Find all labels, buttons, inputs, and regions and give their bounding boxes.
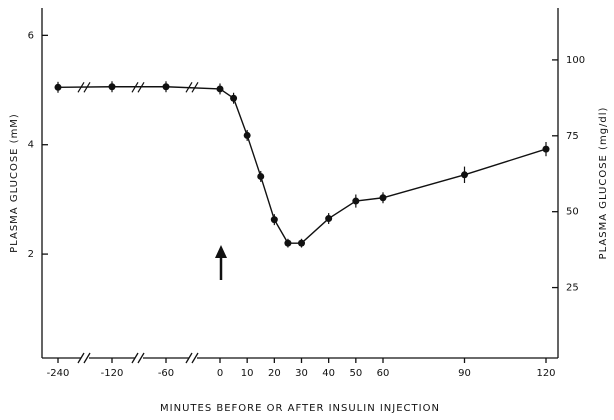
data-point [257,172,265,180]
x-tick-label: 120 [536,368,555,379]
data-point [325,215,333,223]
axis-break [185,352,199,364]
data-point [230,94,238,102]
data-point [54,83,62,91]
x-tick-label: 40 [322,368,335,379]
data-point [461,171,468,179]
x-tick-label: 60 [377,368,390,379]
y2-tick-label: 50 [566,207,579,218]
line-break [77,81,91,93]
x-tick-label: 20 [268,368,281,379]
y-tick-label: 6 [28,30,34,41]
x-tick-label: 30 [295,368,308,379]
x-tick-label: -60 [158,368,174,379]
data-point [243,131,251,139]
y2-tick-label: 100 [566,55,585,66]
line-break [185,81,199,93]
x-tick-label: -120 [101,368,124,379]
x-tick-label: 90 [458,368,471,379]
y2-tick-label: 25 [566,283,579,294]
data-point [270,216,278,224]
axis-break [77,352,91,364]
data-point [379,194,387,202]
data-point [162,83,170,91]
data-point [352,197,360,205]
axis-break [131,352,145,364]
x-tick-label: 10 [241,368,254,379]
x-axis-label: MINUTES BEFORE OR AFTER INSULIN INJECTIO… [160,403,440,414]
y-tick-label: 4 [28,140,34,151]
y-tick-label: 2 [28,249,34,260]
data-point [542,145,550,153]
line-break [131,81,145,93]
x-tick-label: 50 [349,368,362,379]
data-point [108,83,116,91]
data-point [298,239,305,247]
data-point [216,85,224,93]
y2-axis-label: PLASMA GLUCOSE (mg/dl) [598,107,609,260]
data-point [284,239,292,247]
y2-tick-label: 75 [566,131,579,142]
x-tick-label: 0 [217,368,223,379]
x-tick-label: -240 [47,368,70,379]
data-line [57,86,547,244]
y-axis-label: PLASMA GLUCOSE (mM) [9,113,20,253]
injection-arrow [215,245,227,280]
